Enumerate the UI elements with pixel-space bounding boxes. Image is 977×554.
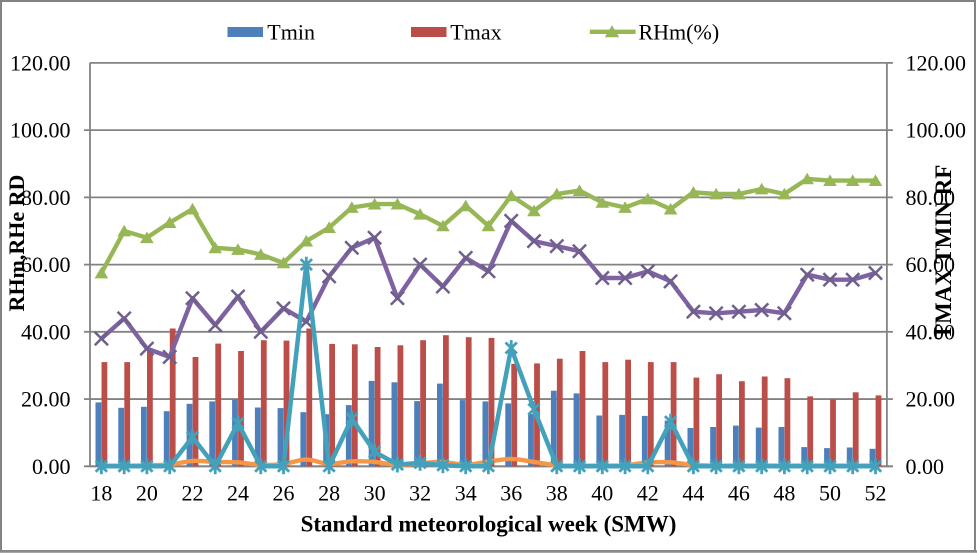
svg-text:42: 42 bbox=[637, 481, 659, 506]
svg-text:120.00: 120.00 bbox=[906, 50, 967, 75]
svg-text:46: 46 bbox=[728, 481, 750, 506]
svg-text:34: 34 bbox=[455, 481, 477, 506]
svg-text:100.00: 100.00 bbox=[10, 118, 71, 143]
svg-text:Tmin: Tmin bbox=[267, 20, 315, 45]
svg-text:48: 48 bbox=[773, 481, 795, 506]
svg-text:20.00: 20.00 bbox=[906, 387, 956, 412]
svg-text:60.00: 60.00 bbox=[21, 252, 71, 277]
svg-text:RHm,RHe RD: RHm,RHe RD bbox=[4, 175, 29, 312]
svg-text:20.00: 20.00 bbox=[21, 387, 71, 412]
svg-text:40: 40 bbox=[591, 481, 613, 506]
svg-text:18: 18 bbox=[90, 481, 112, 506]
svg-text:38: 38 bbox=[546, 481, 568, 506]
svg-text:32: 32 bbox=[409, 481, 431, 506]
svg-text:40.00: 40.00 bbox=[21, 319, 71, 344]
svg-text:RHm(%): RHm(%) bbox=[639, 20, 720, 45]
svg-text:20: 20 bbox=[136, 481, 158, 506]
svg-text:0.00: 0.00 bbox=[906, 454, 945, 479]
svg-text:28: 28 bbox=[318, 481, 340, 506]
svg-text:44: 44 bbox=[682, 481, 704, 506]
svg-text:Standard meteorological week (: Standard meteorological week (SMW) bbox=[301, 512, 677, 537]
svg-text:36: 36 bbox=[500, 481, 522, 506]
svg-text:22: 22 bbox=[182, 481, 204, 506]
svg-text:26: 26 bbox=[273, 481, 295, 506]
svg-text:30: 30 bbox=[364, 481, 386, 506]
svg-text:50: 50 bbox=[819, 481, 841, 506]
svg-text:Tmax: Tmax bbox=[450, 20, 501, 45]
svg-text:60.00: 60.00 bbox=[906, 252, 956, 277]
svg-text:120.00: 120.00 bbox=[10, 50, 71, 75]
svg-text:40.00: 40.00 bbox=[906, 319, 956, 344]
svg-text:24: 24 bbox=[227, 481, 249, 506]
svg-text:80.00: 80.00 bbox=[21, 185, 71, 210]
svg-text:TMAX TMIN RF: TMAX TMIN RF bbox=[931, 165, 956, 340]
svg-text:100.00: 100.00 bbox=[906, 118, 967, 143]
svg-text:52: 52 bbox=[865, 481, 887, 506]
svg-text:80.00: 80.00 bbox=[906, 185, 956, 210]
svg-text:0.00: 0.00 bbox=[32, 454, 71, 479]
